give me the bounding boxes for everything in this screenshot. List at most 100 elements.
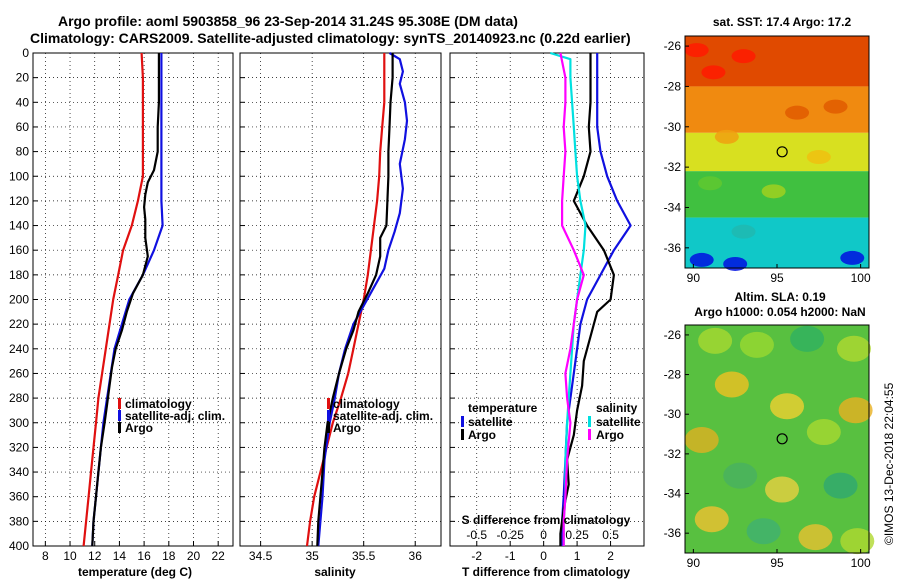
salinity-legend-swatch [327,422,330,433]
difference-legend-right-label: satellite [596,415,641,429]
depth-tick-label: 40 [16,95,30,109]
temperature-legend-swatch [118,410,121,421]
difference-s-tick-label: 0 [540,528,547,542]
sla_map-ytick-label: -32 [664,447,682,461]
sla_map-ytick-label: -26 [664,328,682,342]
sst_map-xtick-label: 90 [687,271,701,285]
difference-xtick-label: 2 [607,549,614,563]
depth-tick-label: 280 [9,391,29,405]
title-line1: Argo profile: aoml 5903858_96 23-Sep-201… [58,13,518,29]
sst-patch [723,256,748,271]
depth-tick-label: 260 [9,366,29,380]
difference-s-tick-label: 0.5 [602,528,619,542]
temperature-legend-swatch [118,398,121,409]
salinity-xtick-label: 34.5 [249,549,273,563]
salinity-legend-swatch [327,410,330,421]
sst-patch [701,65,726,80]
sst_map-ytick-label: -34 [664,200,682,214]
sst-patch [823,99,848,114]
depth-tick-label: 300 [9,416,29,430]
depth-tick-label: 360 [9,490,29,504]
depth-tick-label: 340 [9,465,29,479]
sla-blob [823,472,858,499]
temperature-xlabel: temperature (deg C) [78,565,192,579]
sla_map-xtick-label: 100 [851,556,871,570]
difference-s-tick-label: -0.5 [466,528,487,542]
salinity-xtick-label: 35.5 [352,549,376,563]
sst-patch [806,150,831,165]
difference-legend-right-swatch [588,416,591,427]
depth-tick-label: 60 [16,120,30,134]
sla-blob [739,331,774,358]
depth-tick-label: 20 [16,71,30,85]
sst-map-title: sat. SST: 17.4 Argo: 17.2 [713,15,852,29]
sst-map-panel: 90 95 100 -26 -28 -30 -32 -34 -36 [664,35,871,285]
salinity-legend-swatch [327,398,330,409]
sst-patch [785,105,810,120]
salinity-legend-label: climatology [333,397,400,411]
temperature-xtick-label: 14 [113,549,127,563]
difference-legend-right-swatch [588,429,591,440]
depth-tick-label: 240 [9,342,29,356]
sla-blob [838,397,873,424]
temperature-xtick-label: 22 [212,549,226,563]
sst_map-ytick-label: -26 [664,39,682,53]
sla-blob [714,371,749,398]
temperature-xtick-label: 12 [88,549,102,563]
depth-tick-label: 400 [9,539,29,553]
difference-legend-salinity-title: salinity [596,401,638,415]
sla-blob [806,419,841,446]
difference-series-salinity-argo [559,52,585,546]
depth-tick-label: 180 [9,268,29,282]
temperature-panel: 8 10 12 14 16 18 20 220204060801001201401601802… [9,46,234,563]
sla-blob [765,476,800,503]
sst-patch [684,43,709,58]
salinity-legend-label: Argo [333,421,361,435]
difference-xtick-label: 0 [540,549,547,563]
sla-blob [684,426,719,453]
s-difference-label: S difference from climatology [462,513,631,527]
sla_map-ytick-label: -28 [664,368,682,382]
depth-tick-label: 160 [9,243,29,257]
temperature-xtick-label: 20 [187,549,201,563]
difference-legend-left-label: Argo [468,428,496,442]
depth-tick-label: 380 [9,514,29,528]
sla-blob [770,393,805,420]
depth-tick-label: 120 [9,194,29,208]
sla_map-ytick-label: -36 [664,526,682,540]
imos-watermark: ©IMOS 13-Dec-2018 22:04:55 [882,382,896,545]
depth-tick-label: 200 [9,293,29,307]
temperature-legend-label: satellite-adj. clim. [125,409,225,423]
sst-patch [798,236,823,251]
depth-tick-label: 80 [16,145,30,159]
temperature-xtick-label: 16 [137,549,151,563]
sla-blob [698,327,733,354]
sst-patch [731,49,756,64]
sla-title-line2: Argo h1000: 0.054 h2000: NaN [694,305,865,319]
temperature-series-argo [91,53,160,547]
sst-patch [698,176,723,191]
difference-s-tick-label: -0.25 [497,528,525,542]
sst-band-cyan [685,217,869,268]
sla-blob [746,518,781,545]
sst_map-ytick-label: -30 [664,120,682,134]
sst_map-argo-marker [776,146,788,158]
sla_map-argo-marker [776,433,788,445]
sla-map-panel: 90 95 100 -26 -28 -30 -32 -34 -36 [664,324,875,570]
difference-series-temperature-argo [559,53,616,546]
temperature-series-climatology [82,52,144,547]
difference-xtick-label: -1 [505,549,516,563]
sla-blob [798,524,833,551]
sst-patch [731,224,756,239]
sla_map-xtick-label: 95 [770,556,784,570]
sla_map-ytick-label: -34 [664,487,682,501]
salinity-xtick-label: 36 [409,549,423,563]
temperature-xtick-label: 8 [42,549,49,563]
temperature-xtick-label: 18 [162,549,176,563]
sst-patch [689,252,714,267]
sla_map-xtick-label: 90 [687,556,701,570]
depth-tick-label: 0 [22,46,29,60]
temperature-xtick-label: 10 [63,549,77,563]
difference-xtick-label: 1 [574,549,581,563]
